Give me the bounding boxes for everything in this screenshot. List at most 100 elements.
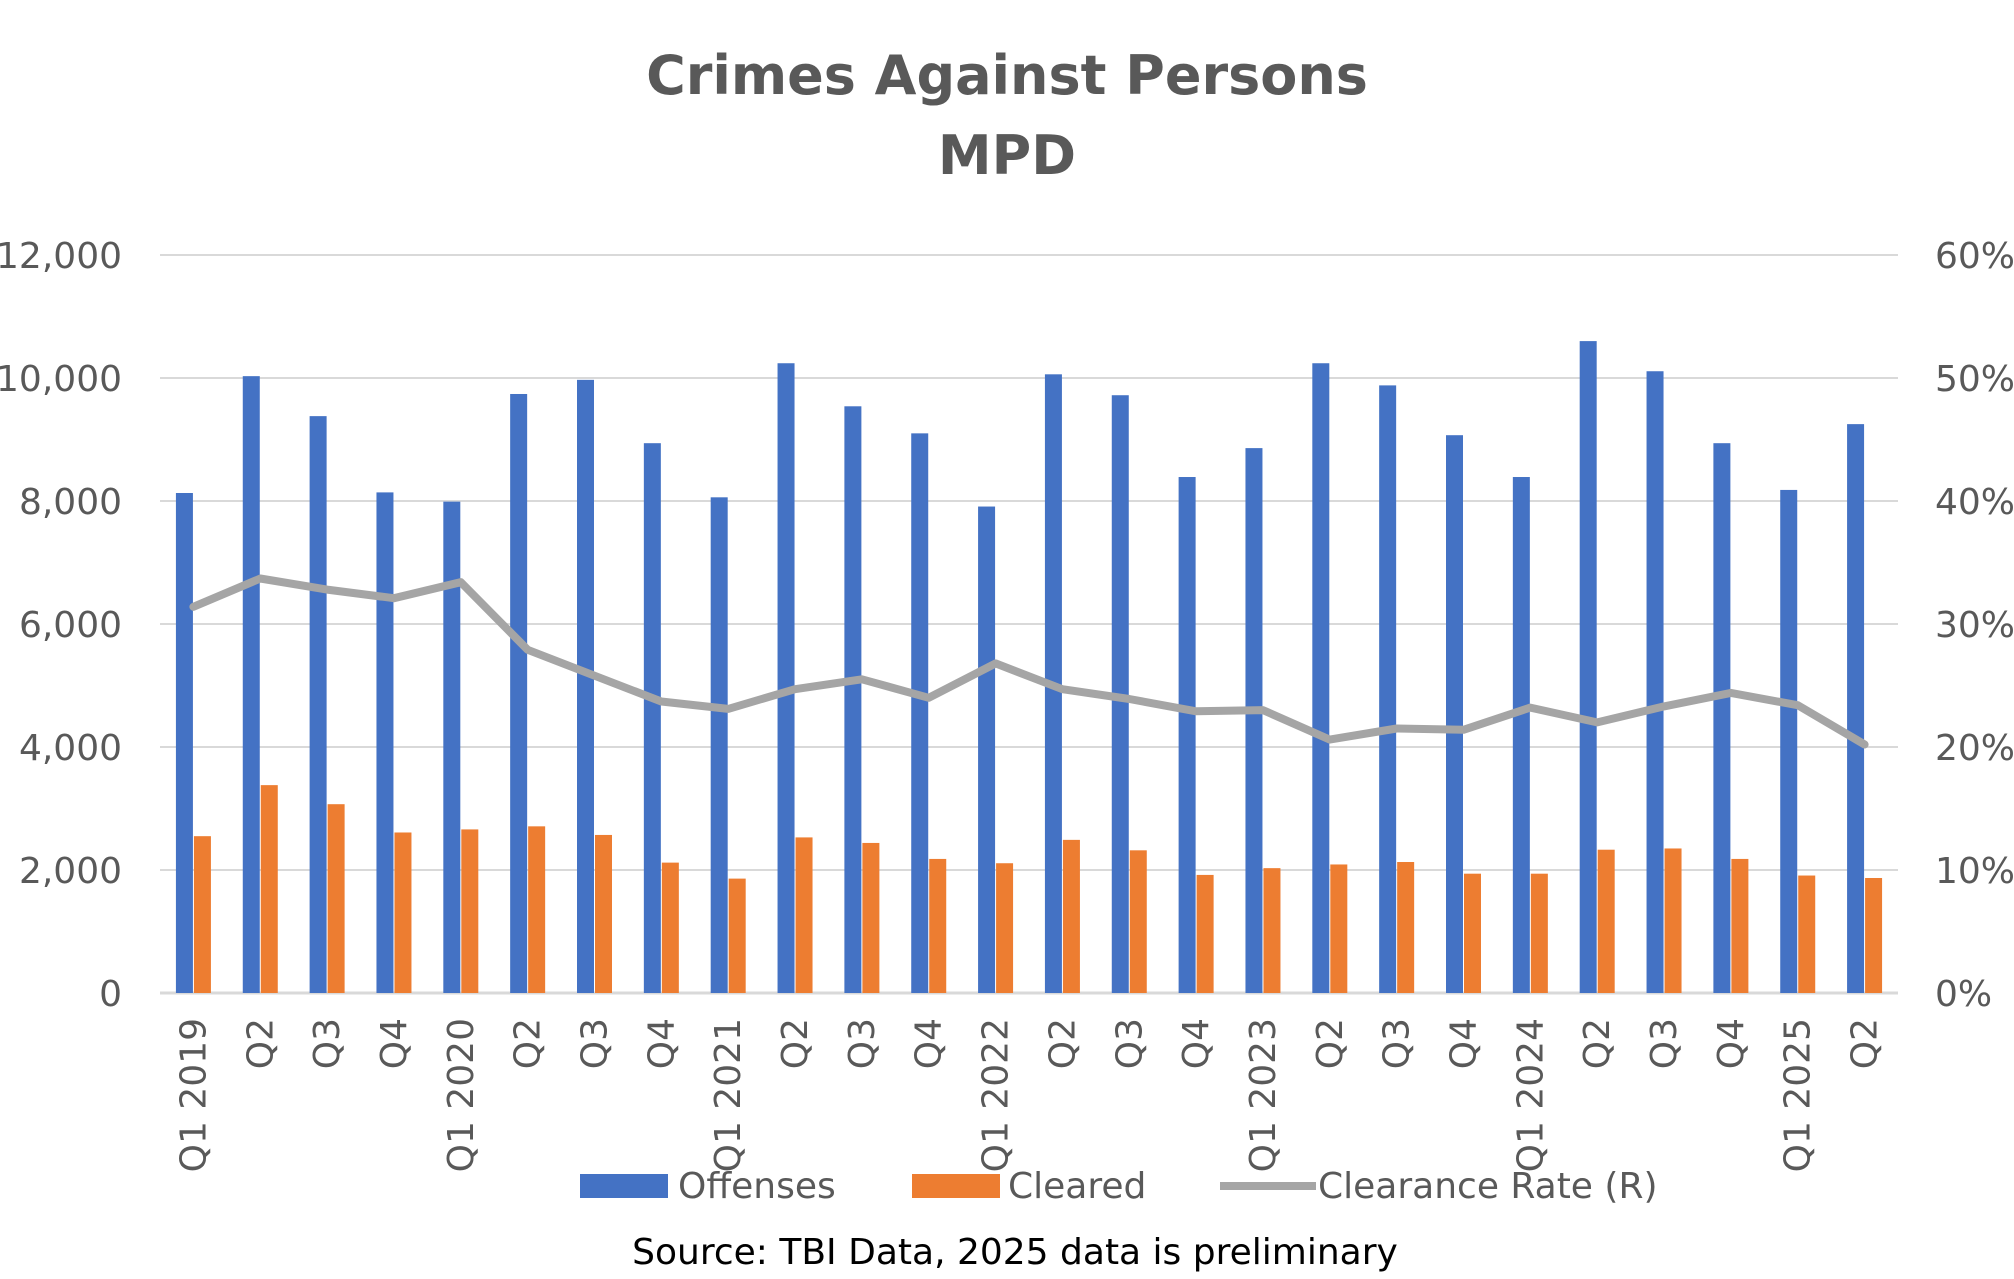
bar-cleared	[1530, 873, 1548, 993]
bar-cleared	[1263, 868, 1281, 993]
bar-cleared	[728, 878, 746, 993]
legend-label-offenses: Offenses	[678, 1166, 836, 1207]
y-tick-label: 2,000	[19, 851, 122, 892]
category-axis: Q1 2019 Q2 Q3 Q4 Q1 2020 Q2 Q3 Q4 Q1 2021 Q2 Q3 Q4 Q…	[173, 1018, 1885, 1172]
bar-cleared	[1464, 873, 1481, 993]
x-tick-label: Q2	[775, 1018, 816, 1069]
bar-offenses	[1312, 363, 1330, 993]
y-tick-label: 8,000	[19, 482, 122, 523]
x-tick-label: Q1 2024	[1510, 1018, 1551, 1172]
bar-cleared	[1731, 858, 1749, 993]
bar-cleared	[1330, 864, 1348, 993]
x-tick-label: Q4	[1444, 1018, 1485, 1069]
clearance-rate-path	[189, 574, 1869, 749]
x-tick-label: Q2	[1845, 1018, 1886, 1069]
bar-cleared	[1664, 848, 1682, 993]
y-tick-label: 12,000	[0, 236, 122, 277]
y2-tick-label: 60%	[1935, 236, 2014, 277]
bar-cleared	[661, 862, 679, 993]
bar-cleared	[394, 832, 412, 993]
bar-offenses	[1579, 341, 1597, 994]
x-tick-label: Q1 2025	[1778, 1018, 1819, 1172]
bar-offenses	[1646, 371, 1664, 993]
bar-offenses	[643, 443, 661, 993]
x-tick-label: Q1 2022	[976, 1018, 1017, 1172]
bar-cleared	[1062, 839, 1080, 993]
bar-offenses	[175, 493, 193, 993]
chart-title: Crimes Against Persons	[646, 44, 1368, 107]
bar-offenses	[1713, 443, 1731, 993]
y-tick-label: 0	[99, 974, 122, 1015]
x-tick-label: Q3	[842, 1018, 883, 1069]
legend-label-cleared: Cleared	[1008, 1166, 1146, 1207]
legend: Offenses Cleared Clearance Rate (R)	[580, 1166, 1658, 1207]
y2-tick-label: 40%	[1935, 482, 2014, 523]
bar-offenses	[710, 497, 728, 993]
bar-offenses	[577, 379, 594, 994]
x-tick-label: Q2	[1310, 1018, 1351, 1069]
bar-cleared	[260, 785, 278, 993]
bar-offenses	[510, 393, 528, 993]
bar-offenses	[309, 416, 327, 993]
bar-cleared	[795, 837, 813, 993]
bar-cleared	[595, 834, 612, 993]
clearance-rate-line	[189, 574, 1869, 749]
right-axis-ticks: 0% 10% 20% 30% 40% 50% 60%	[1935, 236, 2014, 1015]
x-tick-label: Q2	[1577, 1018, 1618, 1069]
y2-tick-label: 50%	[1935, 359, 2014, 400]
x-tick-label: Q3	[1644, 1018, 1685, 1069]
bar-offenses	[1512, 477, 1530, 993]
y-tick-label: 10,000	[0, 359, 122, 400]
left-axis-ticks: 0 2,000 4,000 6,000 8,000 10,000 12,000	[0, 236, 122, 1015]
bars	[175, 341, 1883, 994]
x-tick-label: Q1 2020	[441, 1018, 482, 1172]
bar-offenses	[1847, 424, 1865, 993]
bar-offenses	[1379, 385, 1397, 993]
bar-cleared	[1397, 862, 1415, 993]
gridlines	[160, 254, 1898, 995]
x-tick-label: Q4	[374, 1018, 415, 1069]
source-note: Source: TBI Data, 2025 data is prelimina…	[632, 1232, 1398, 1273]
bar-offenses	[1245, 448, 1263, 993]
chart-subtitle: MPD	[938, 124, 1076, 187]
x-tick-label: Q4	[641, 1018, 682, 1069]
x-tick-label: Q3	[307, 1018, 348, 1069]
y2-tick-label: 0%	[1935, 974, 1992, 1015]
x-tick-label: Q3	[1109, 1018, 1150, 1069]
x-tick-label: Q2	[1042, 1018, 1083, 1069]
x-tick-label: Q2	[240, 1018, 281, 1069]
bar-cleared	[1798, 875, 1816, 993]
bar-cleared	[1597, 849, 1615, 993]
bar-cleared	[327, 804, 345, 993]
legend-swatch-cleared	[912, 1174, 1000, 1198]
bar-cleared	[862, 842, 880, 993]
bar-cleared	[461, 829, 479, 993]
bar-cleared	[1196, 874, 1214, 993]
bar-offenses	[777, 363, 795, 993]
x-tick-label: Q4	[1176, 1018, 1217, 1069]
bar-offenses	[844, 406, 862, 993]
legend-swatch-offenses	[580, 1174, 668, 1198]
bar-offenses	[1446, 435, 1463, 993]
bar-offenses	[376, 492, 394, 993]
bar-cleared	[1865, 877, 1883, 993]
bar-cleared	[929, 858, 947, 993]
legend-label-clearance-rate: Clearance Rate (R)	[1318, 1166, 1658, 1207]
y-tick-label: 4,000	[19, 728, 122, 769]
y2-tick-label: 30%	[1935, 605, 2014, 646]
bar-offenses	[1780, 489, 1798, 993]
bar-cleared	[996, 863, 1014, 993]
bar-cleared	[1129, 850, 1147, 993]
y-tick-label: 6,000	[19, 605, 122, 646]
x-tick-label: Q1 2023	[1243, 1018, 1284, 1172]
bar-offenses	[911, 433, 929, 994]
x-tick-label: Q2	[508, 1018, 549, 1069]
x-tick-label: Q3	[575, 1018, 616, 1069]
x-tick-label: Q1 2021	[708, 1018, 749, 1172]
y2-tick-label: 10%	[1935, 851, 2014, 892]
x-tick-label: Q4	[1711, 1018, 1752, 1069]
bar-offenses	[978, 506, 996, 993]
bar-offenses	[1178, 477, 1196, 993]
bar-offenses	[242, 376, 260, 993]
